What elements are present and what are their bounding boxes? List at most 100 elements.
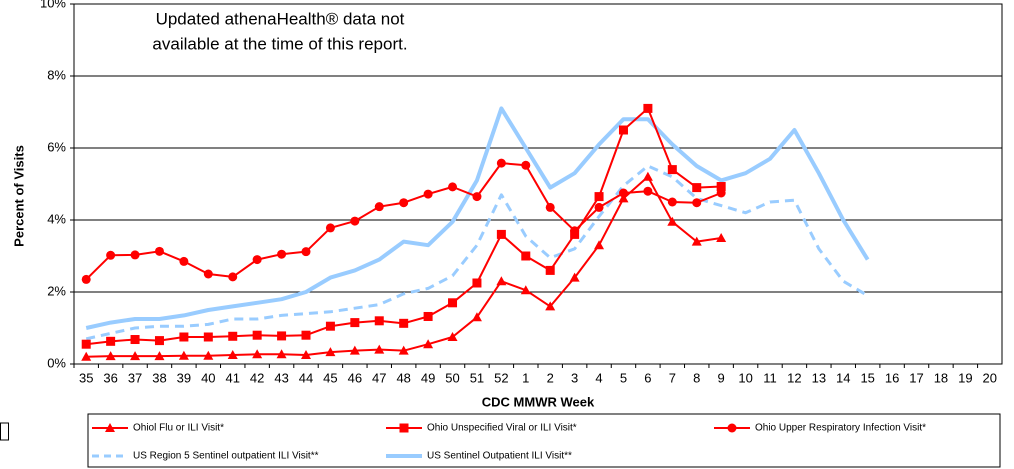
marker: [594, 192, 604, 202]
x-tick-label: 42: [250, 370, 264, 385]
x-tick-label: 47: [372, 370, 386, 385]
marker: [203, 269, 213, 279]
x-tick-label: 4: [595, 370, 602, 385]
x-tick-label: 48: [396, 370, 410, 385]
marker: [203, 332, 213, 342]
x-tick-label: 39: [177, 370, 191, 385]
marker: [399, 198, 409, 208]
marker: [472, 192, 482, 202]
x-tick-label: 1: [522, 370, 529, 385]
legend-label: US Sentinel Outpatient ILI Visit**: [427, 451, 572, 462]
legend-label: Ohio Upper Respiratory Infection Visit*: [755, 423, 926, 434]
marker: [130, 351, 141, 361]
marker: [106, 250, 116, 260]
plot-area: [73, 3, 1003, 365]
y-tick-label: 6%: [47, 139, 66, 154]
marker: [545, 301, 556, 311]
marker: [570, 226, 580, 236]
marker: [350, 216, 360, 226]
marker: [496, 158, 506, 168]
x-tick-label: 37: [128, 370, 142, 385]
x-tick-label: 16: [885, 370, 899, 385]
x-tick-label: 3: [571, 370, 578, 385]
y-tick-label: 4%: [47, 211, 66, 226]
x-tick-label: 11: [763, 370, 777, 385]
x-tick-label: 52: [494, 370, 508, 385]
x-tick-label: 12: [787, 370, 801, 385]
x-tick-label: 36: [103, 370, 117, 385]
marker: [716, 233, 727, 242]
x-tick-label: 14: [836, 370, 850, 385]
marker: [423, 311, 433, 321]
marker: [374, 344, 385, 354]
marker: [423, 339, 434, 349]
marker: [130, 335, 140, 345]
x-tick-label: 19: [958, 370, 972, 385]
marker: [643, 186, 653, 196]
x-tick-label: 17: [909, 370, 923, 385]
x-tick-label: 9: [718, 370, 725, 385]
marker: [81, 351, 92, 361]
marker: [399, 423, 409, 433]
marker: [545, 202, 555, 212]
marker: [252, 255, 262, 265]
marker: [727, 423, 737, 433]
y-axis-title: Percent of Visits: [11, 145, 26, 247]
marker: [692, 183, 702, 193]
marker: [667, 197, 677, 207]
marker: [228, 272, 238, 282]
y-tick-label: 10%: [40, 0, 66, 10]
marker: [643, 103, 653, 113]
x-tick-label: 46: [348, 370, 362, 385]
legend-label: US Region 5 Sentinel outpatient ILI Visi…: [133, 451, 319, 462]
marker: [447, 332, 458, 341]
x-tick-label: 20: [983, 370, 997, 385]
marker: [569, 272, 580, 282]
marker: [203, 350, 214, 360]
marker: [179, 332, 189, 342]
legend-label: Ohiol Flu or ILI Visit*: [133, 423, 224, 434]
x-tick-label: 38: [152, 370, 166, 385]
legend: [87, 413, 1001, 468]
marker: [448, 182, 458, 192]
marker: [545, 265, 555, 275]
marker: [594, 202, 604, 212]
marker: [521, 251, 531, 261]
y-tick-label: 2%: [47, 283, 66, 298]
x-tick-label: 18: [934, 370, 948, 385]
x-tick-label: 10: [738, 370, 752, 385]
y-tick-label: 0%: [47, 355, 66, 370]
marker: [227, 350, 238, 359]
marker: [105, 423, 115, 432]
marker: [642, 171, 653, 181]
x-tick-label: 40: [201, 370, 215, 385]
marker: [472, 278, 482, 288]
marker: [81, 339, 91, 349]
marker: [106, 336, 116, 346]
marker: [667, 165, 677, 175]
x-tick-label: 15: [860, 370, 874, 385]
marker: [618, 193, 629, 203]
x-axis-title: CDC MMWR Week: [482, 394, 595, 409]
marker: [325, 347, 336, 357]
x-tick-label: 6: [644, 370, 651, 385]
marker: [716, 188, 726, 198]
annotation: Updated athenaHealth® data not: [156, 9, 405, 28]
marker: [520, 285, 531, 295]
x-tick-label: 2: [547, 370, 554, 385]
x-tick-label: 51: [470, 370, 484, 385]
x-tick-label: 49: [421, 370, 435, 385]
marker: [374, 316, 384, 326]
marker: [154, 336, 164, 346]
x-tick-label: 44: [299, 370, 313, 385]
marker: [301, 330, 311, 340]
marker: [618, 125, 628, 135]
marker: [496, 276, 507, 286]
marker: [81, 274, 91, 284]
marker: [105, 351, 116, 361]
marker: [692, 198, 702, 208]
series-line: [85, 106, 870, 330]
marker: [374, 202, 384, 212]
